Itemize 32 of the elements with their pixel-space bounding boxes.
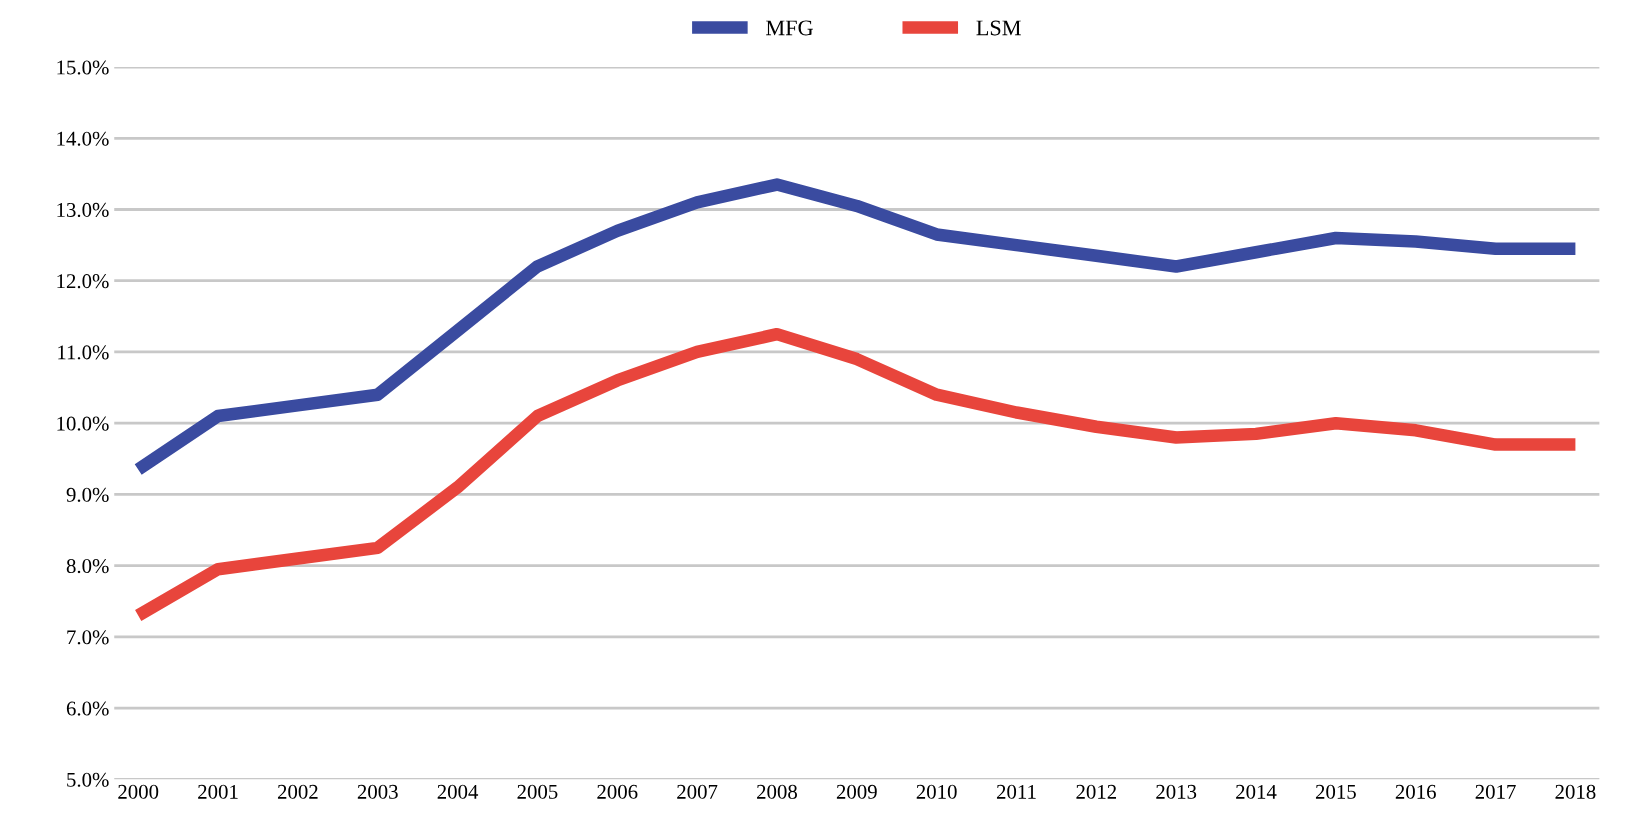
x-tick-label: 2007 xyxy=(677,784,718,799)
legend-label: LSM xyxy=(976,20,1021,36)
x-tick-label: 2013 xyxy=(1156,784,1197,799)
x-tick-label: 2005 xyxy=(517,784,558,799)
x-tick-label: 2004 xyxy=(437,784,479,799)
y-tick-label: 6.0% xyxy=(66,701,109,716)
x-tick-label: 2009 xyxy=(836,784,877,799)
y-tick-label: 13.0% xyxy=(57,202,109,218)
x-tick-label: 2015 xyxy=(1315,784,1356,799)
x-tick-label: 2001 xyxy=(198,784,238,799)
x-tick-label: 2017 xyxy=(1475,784,1516,799)
y-tick-label: 7.0% xyxy=(67,630,109,645)
x-tick-label: 2011 xyxy=(996,784,1036,799)
y-tick-label: 8.0% xyxy=(66,559,109,574)
x-tick-label: 2018 xyxy=(1555,784,1596,799)
y-tick-label: 15.0% xyxy=(57,60,109,75)
y-tick-label: 5.0% xyxy=(67,772,109,787)
y-tick-label: 14.0% xyxy=(57,131,109,146)
y-tick-label: 9.0% xyxy=(66,487,109,502)
x-tick-label: 2010 xyxy=(916,784,957,799)
y-tick-label: 10.0% xyxy=(57,416,109,431)
x-tick-label: 2012 xyxy=(1076,784,1117,799)
x-tick-label: 2000 xyxy=(118,784,159,799)
x-tick-label: 2016 xyxy=(1395,784,1436,799)
x-tick-label: 2002 xyxy=(277,784,318,799)
x-tick-label: 2003 xyxy=(357,784,398,799)
legend-label: MFG xyxy=(766,20,813,36)
y-tick-label: 11.0% xyxy=(58,345,109,360)
x-tick-label: 2008 xyxy=(757,784,797,799)
x-tick-label: 2014 xyxy=(1236,784,1277,799)
y-tick-label: 12.0% xyxy=(57,274,109,289)
x-tick-label: 2006 xyxy=(597,784,638,799)
